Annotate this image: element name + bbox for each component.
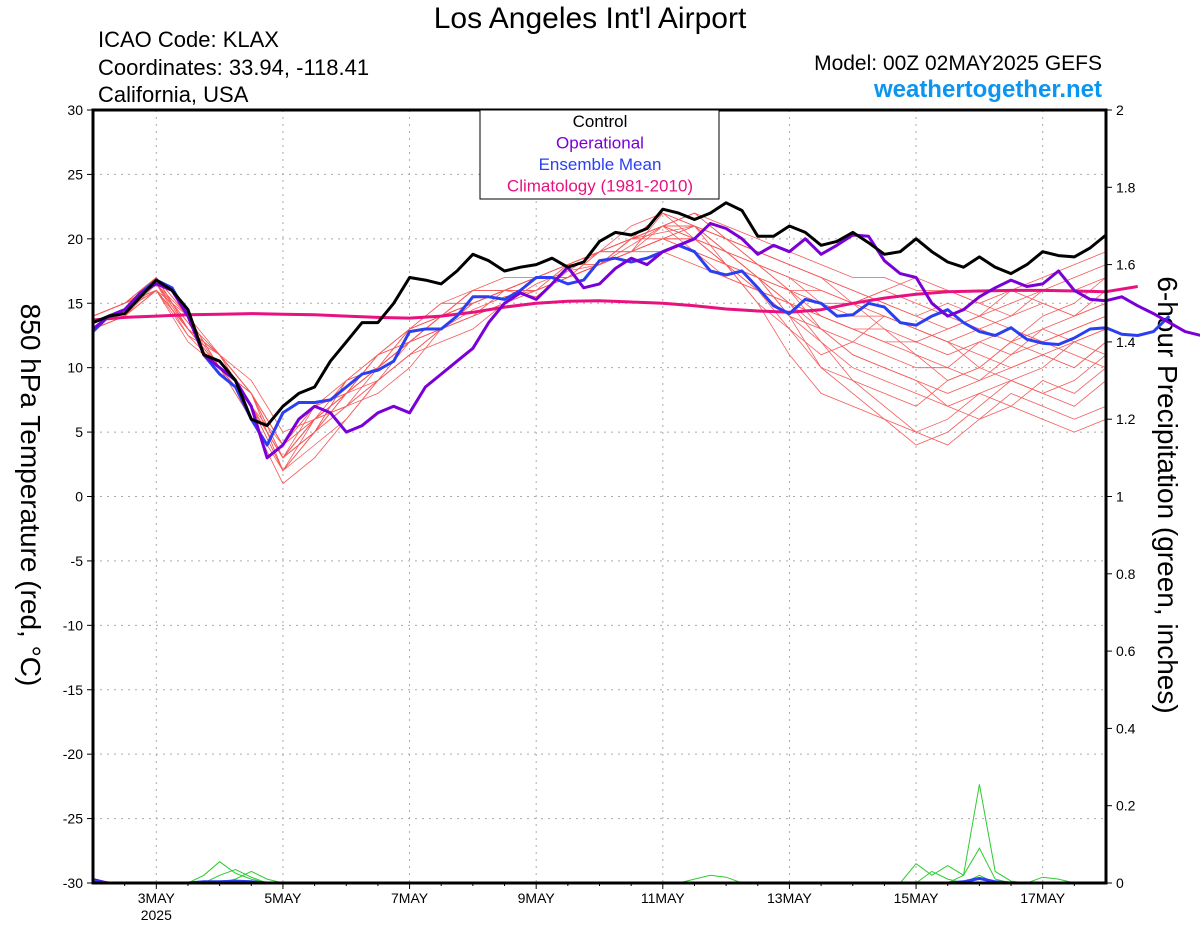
x-tick-label: 7MAY [391, 890, 429, 906]
legend-entry-operational: Operational [556, 134, 644, 153]
precipitation-lines [92, 784, 1106, 885]
model-run-label: Model: 00Z 02MAY2025 GEFS [814, 52, 1102, 75]
y-right-tick-label: 1.2 [1116, 411, 1136, 427]
site-link[interactable]: weathertogether.net [873, 76, 1102, 103]
precip-member-line [93, 847, 1106, 884]
legend-entry-control: Control [573, 112, 628, 131]
x-tick-label: 17MAY [1020, 890, 1066, 906]
precip-member-line [93, 784, 1106, 884]
climatology-line [92, 285, 1138, 322]
y-left-tick-label: -5 [71, 553, 84, 569]
ensemble-member-lines [92, 212, 1107, 485]
region-label: California, USA [98, 82, 249, 107]
legend: Control Operational Ensemble Mean Climatolo… [479, 109, 720, 200]
operational-line [92, 221, 1200, 460]
x-tick-year-label: 2025 [141, 907, 172, 923]
y-right-tick-label: 1.6 [1116, 257, 1136, 273]
x-tick-label: 15MAY [894, 890, 940, 906]
y-right-tick-label: 0.6 [1116, 643, 1136, 659]
y-right-tick-label: 0 [1116, 875, 1124, 891]
y-right-tick-label: 1.4 [1116, 334, 1136, 350]
y-right-tick-label: 0.2 [1116, 798, 1136, 814]
ensemble-member-line [92, 238, 1107, 459]
icao-code: ICAO Code: KLAX [98, 27, 279, 52]
y-right-tick-label: 1.8 [1116, 179, 1136, 195]
y-right-tick-label: 0.4 [1116, 720, 1136, 736]
y-left-tick-label: 5 [75, 424, 83, 440]
chart-title: Los Angeles Int'l Airport [433, 2, 747, 35]
axis-ticks: 302520151050-5-10-15-20-25-3021.81.61.41… [63, 102, 1136, 923]
ensemble-member-line [92, 212, 1107, 446]
y-left-tick-label: 25 [67, 166, 83, 182]
x-tick-label: 5MAY [264, 890, 302, 906]
ensemble-member-line [92, 212, 1107, 459]
y-left-tick-label: 15 [67, 295, 83, 311]
x-tick-label: 13MAY [767, 890, 813, 906]
y-left-tick-label: -25 [63, 811, 83, 827]
legend-entry-ensemble-mean: Ensemble Mean [539, 155, 662, 174]
control-line [92, 201, 1107, 428]
x-tick-label: 11MAY [641, 890, 685, 906]
ensemble-mean-line [91, 243, 1171, 447]
legend-entry-climatology: Climatology (1981-2010) [507, 177, 693, 196]
ensemble-member-line [92, 238, 1107, 459]
y-left-tick-label: -20 [63, 746, 83, 762]
y-left-tick-label: 20 [67, 231, 83, 247]
y-right-tick-label: 0.8 [1116, 566, 1136, 582]
x-tick-label: 3MAY [138, 890, 176, 906]
y-left-tick-label: 10 [67, 360, 83, 376]
gridlines [93, 110, 1106, 883]
y-left-tick-label: -15 [63, 682, 83, 698]
y-left-tick-label: -30 [63, 875, 83, 891]
ensemble-member-line [92, 212, 1107, 446]
y-left-tick-label: 0 [75, 489, 83, 505]
coordinates: Coordinates: 33.94, -118.41 [98, 55, 370, 80]
ensemble-member-line [92, 225, 1107, 472]
ensemble-member-line [92, 212, 1107, 459]
ensemble-member-line [92, 212, 1107, 485]
main-series-lines [91, 201, 1200, 460]
y-left-tick-label: -10 [63, 617, 83, 633]
y-left-tick-label: 30 [67, 102, 83, 118]
legend-box [479, 109, 720, 200]
x-tick-label: 9MAY [518, 890, 556, 906]
y-right-tick-label: 2 [1116, 102, 1124, 118]
y-right-tick-label: 1 [1116, 489, 1124, 505]
